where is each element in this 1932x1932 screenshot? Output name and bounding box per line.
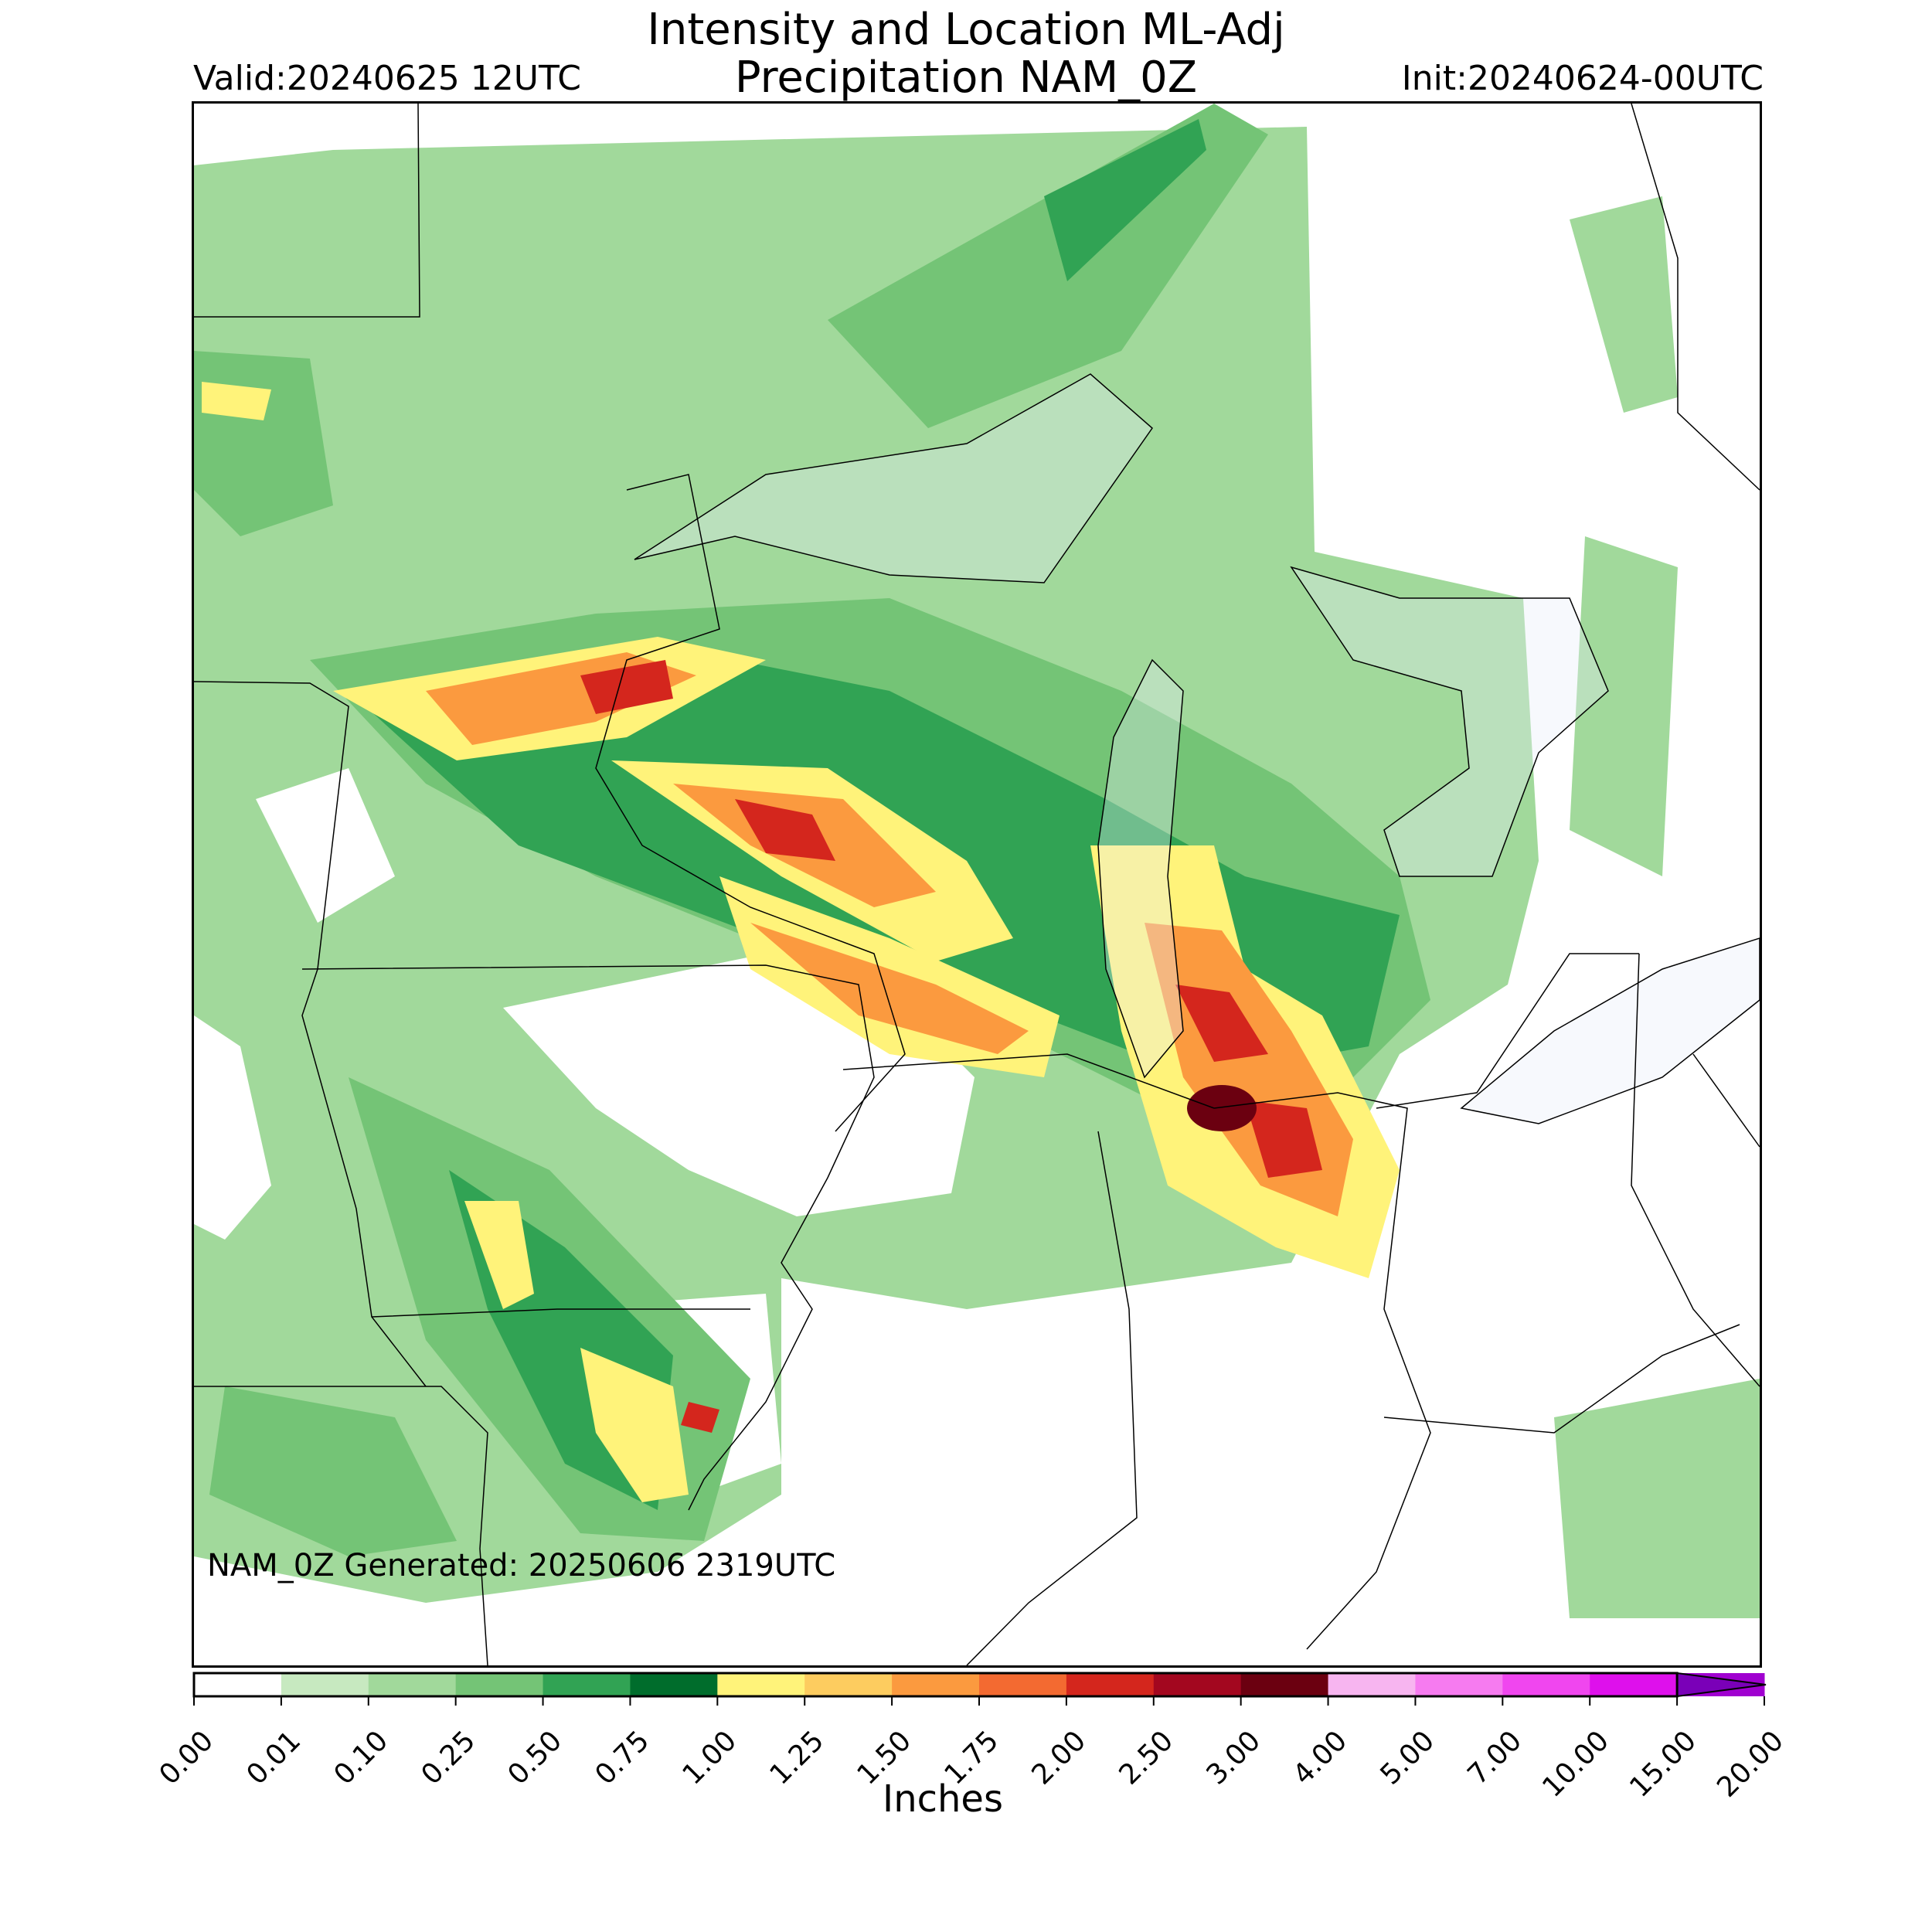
map-canvas xyxy=(194,104,1760,1665)
title-line-2: Precipitation NAM_0Z xyxy=(734,53,1198,103)
colorbar-label: Inches xyxy=(883,1777,1003,1821)
valid-time-label: Valid:20240625 12UTC xyxy=(193,59,582,98)
colorbar-extend-arrow xyxy=(1676,1672,1767,1697)
colorbar-segment xyxy=(1328,1673,1416,1696)
colorbar xyxy=(192,1671,1768,1825)
colorbar-segment xyxy=(455,1673,544,1696)
precip-max-core xyxy=(1187,1085,1257,1131)
colorbar-segment xyxy=(630,1673,718,1696)
colorbar-segment xyxy=(1502,1673,1590,1696)
title-line-1: Intensity and Location ML-Adj xyxy=(647,5,1285,55)
colorbar-segment xyxy=(979,1673,1067,1696)
init-time-label: Init:20240624-00UTC xyxy=(1401,59,1764,98)
colorbar-segment xyxy=(194,1673,282,1696)
colorbar-segment xyxy=(1415,1673,1503,1696)
colorbar-svg xyxy=(192,1672,1767,1706)
colorbar-segment xyxy=(368,1673,457,1696)
generated-footnote: NAM_0Z Generated: 20250606 2319UTC xyxy=(207,1548,836,1583)
colorbar-segment xyxy=(804,1673,893,1696)
colorbar-segment xyxy=(1590,1673,1678,1696)
colorbar-segment xyxy=(1066,1673,1155,1696)
colorbar-segment xyxy=(1240,1673,1329,1696)
colorbar-segment xyxy=(892,1673,980,1696)
colorbar-outline xyxy=(192,1672,1679,1698)
colorbar-segment xyxy=(281,1673,369,1696)
colorbar-segment xyxy=(1153,1673,1242,1696)
state-borders xyxy=(194,104,1760,1665)
colorbar-segment xyxy=(717,1673,805,1696)
colorbar-segment xyxy=(543,1673,631,1696)
precipitation-map xyxy=(192,101,1762,1668)
precip-red-cores xyxy=(580,660,1322,1433)
great-lakes xyxy=(634,373,1760,1124)
